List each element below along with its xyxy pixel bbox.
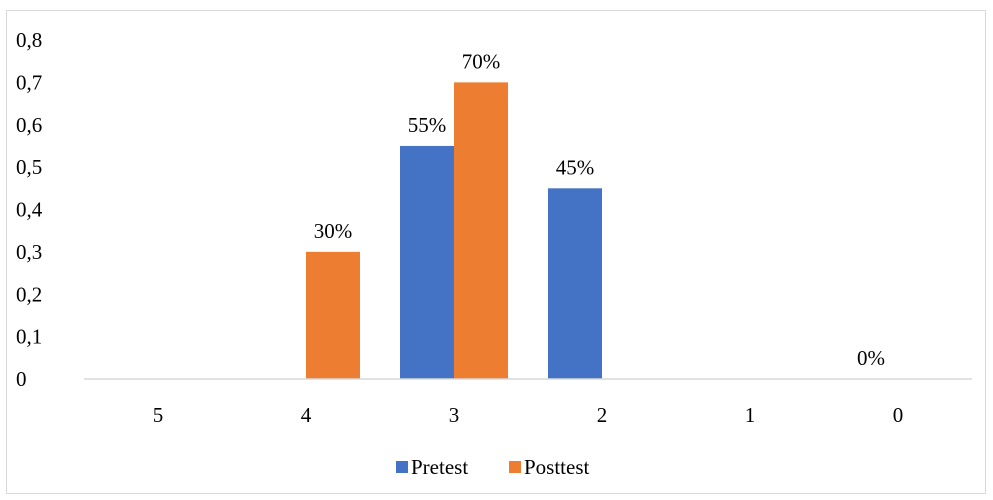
data-labels: 30% 55% 70% 45% 0% (314, 49, 885, 370)
bar-pretest-2 (548, 188, 602, 379)
data-label-pretest-0: 0% (857, 346, 885, 370)
x-tick-label: 3 (449, 403, 460, 427)
x-tick-label: 2 (597, 403, 608, 427)
x-tick-label: 5 (153, 403, 164, 427)
data-label-pretest-2: 45% (556, 155, 595, 179)
chart-frame (6, 10, 986, 494)
data-label-posttest-4: 30% (314, 219, 353, 243)
legend-label-posttest: Posttest (524, 455, 590, 479)
bar-pretest-3 (400, 145, 454, 379)
bar-posttest-3 (454, 82, 508, 379)
x-tick-label: 4 (301, 403, 312, 427)
y-tick-label: 0,5 (16, 155, 42, 179)
y-tick-label: 0,8 (16, 28, 42, 52)
y-tick-label: 0,4 (16, 198, 43, 222)
x-tick-label: 1 (745, 403, 756, 427)
legend-swatch-pretest (396, 461, 408, 473)
y-tick-label: 0,7 (16, 70, 42, 94)
y-tick-label: 0 (16, 367, 27, 391)
legend-swatch-posttest (509, 461, 521, 473)
y-tick-label: 0,2 (16, 282, 42, 306)
y-tick-label: 0,1 (16, 325, 42, 349)
y-tick-label: 0,6 (16, 113, 42, 137)
data-label-posttest-3: 70% (462, 49, 501, 73)
y-tick-label: 0,3 (16, 240, 42, 264)
bars (306, 82, 602, 379)
data-label-pretest-3: 55% (408, 113, 447, 137)
bar-posttest-4 (306, 251, 360, 379)
legend-label-pretest: Pretest (411, 455, 468, 479)
x-axis-ticks: 5 4 3 2 1 0 (153, 403, 904, 427)
legend: Pretest Posttest (396, 455, 590, 479)
y-axis-ticks: 0 0,1 0,2 0,3 0,4 0,5 0,6 0,7 0,8 (16, 28, 43, 391)
x-tick-label: 0 (893, 403, 904, 427)
